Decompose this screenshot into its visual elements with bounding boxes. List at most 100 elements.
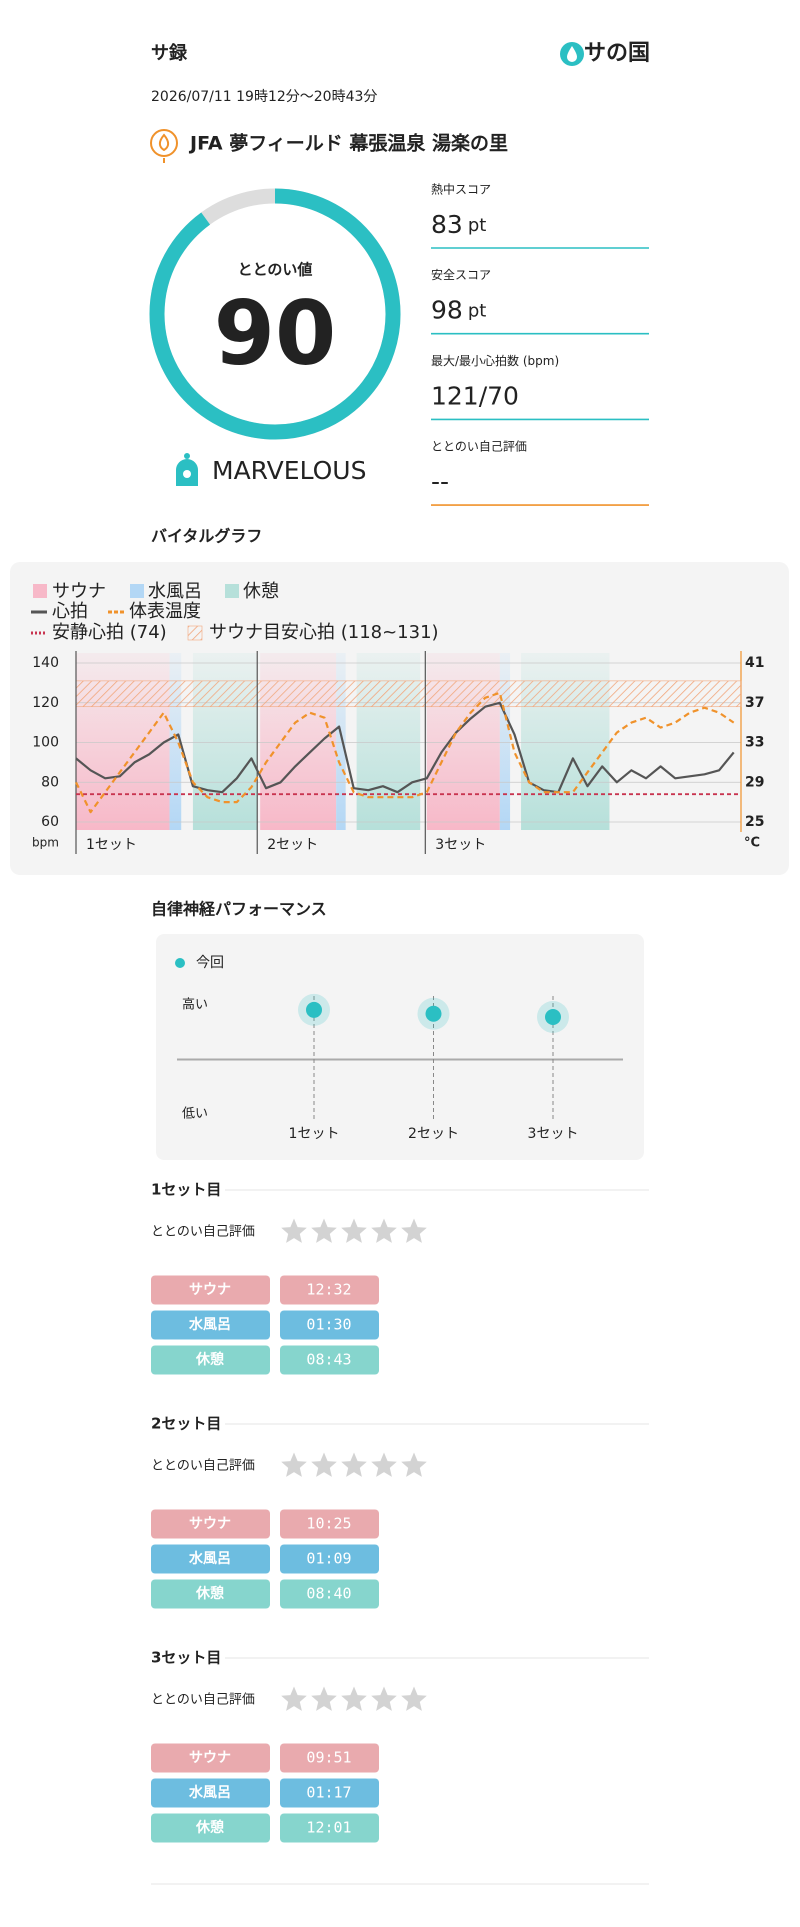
phase-box (151, 1579, 270, 1609)
rank-icon (176, 453, 198, 486)
venue-icon (150, 129, 178, 163)
legend-swatch (130, 584, 144, 598)
score-rank: MARVELOUS (212, 456, 366, 485)
metric-number: -- (431, 467, 449, 496)
metric-label: 最大/最小心拍数 (bpm) (431, 353, 559, 368)
phase-label: サウナ (189, 1750, 231, 1766)
phase-band (521, 653, 610, 830)
phase-label: サウナ (189, 1516, 231, 1532)
metric-label: 熱中スコア (431, 182, 491, 197)
phase-time: 09:51 (306, 1749, 351, 1767)
venue-icon-flame (158, 133, 170, 152)
rating-label: ととのい自己評価 (151, 1459, 255, 1474)
x-tick-label: 2セット (408, 1126, 459, 1142)
x-tick-label: 1セット (289, 1126, 340, 1142)
phase-label: 水風呂 (188, 1550, 231, 1567)
legend-label: 安静心拍 (74) (52, 622, 167, 643)
phase-band (499, 653, 511, 830)
temperature-line (75, 691, 735, 814)
y-tick-label: 120 (32, 695, 59, 711)
phase-time: 08:43 (306, 1351, 351, 1369)
page-title: サ録 (151, 42, 188, 64)
rating-star (341, 1686, 367, 1711)
rating-star (311, 1218, 337, 1243)
section-title: バイタルグラフ (151, 527, 262, 546)
phase-box (151, 1345, 270, 1375)
time-box (280, 1310, 379, 1340)
legend-label: 体表温度 (129, 601, 201, 622)
legend-swatch (225, 584, 239, 598)
set-title: 3セット目 (151, 1649, 221, 1667)
phase-box (151, 1743, 270, 1773)
y-tick-label: 低い (182, 1107, 208, 1122)
y-tick-label: 60 (41, 814, 59, 830)
time-box (280, 1778, 379, 1808)
legend-label: 心拍 (52, 601, 88, 622)
y2-tick-label: 37 (745, 695, 764, 711)
venue: JFA 夢フィールド 幕張温泉 湯楽の里 (188, 132, 508, 155)
y-tick-label: 140 (32, 655, 59, 671)
metric-number: 83 (431, 210, 463, 239)
phase-band (260, 653, 337, 830)
phase-label: 休憩 (195, 1351, 224, 1368)
phase-time: 10:25 (306, 1515, 351, 1533)
metric-value: 121/70 (431, 381, 519, 410)
y-tick-label: 100 (32, 735, 59, 751)
time-box (280, 1275, 379, 1305)
metric-number: 121/70 (431, 381, 519, 410)
point (425, 1005, 442, 1022)
rating-star (281, 1686, 307, 1711)
rating-star (341, 1218, 367, 1243)
metric-value: -- (431, 467, 449, 496)
phase-time: 01:09 (306, 1550, 351, 1568)
y2-tick-label: 33 (745, 735, 764, 751)
metric-unit: pt (468, 215, 486, 236)
phase-label: 水風呂 (188, 1784, 231, 1801)
logo[interactable]: サの国 (560, 41, 650, 66)
phase-band (76, 653, 170, 830)
vital-chart: 60 80 100 120 140 25 29 33 37 41 bpm °C 1セット 2セット 3セット… (31, 581, 764, 854)
legend-swatch (33, 584, 47, 598)
score-label: ととのい値 (238, 261, 313, 279)
datetime: 2026/07/11 19時12分～20時43分 (151, 89, 377, 105)
legend-label: サウナ目安心拍 (118~131) (209, 622, 439, 643)
rating-star (341, 1452, 367, 1477)
y2-tick-label: 29 (745, 774, 764, 790)
phase-band (192, 653, 258, 830)
legend-label: 休憩 (243, 581, 279, 602)
venue-icon-ring (150, 129, 178, 157)
metric-value: 98 pt (431, 296, 486, 325)
phase-label: 休憩 (195, 1819, 224, 1836)
point (306, 1001, 322, 1018)
phase-box (151, 1275, 270, 1305)
metric-unit: pt (468, 301, 486, 322)
rating-star (401, 1686, 427, 1711)
rating-star (401, 1452, 427, 1477)
y2-axis-label: °C (744, 836, 760, 851)
legend-label: サウナ (52, 581, 106, 602)
autonomic-panel (156, 934, 644, 1160)
rating-star (281, 1452, 307, 1477)
metric-label: 安全スコア (431, 268, 491, 282)
rating-star (311, 1686, 337, 1711)
time-box (280, 1509, 379, 1539)
logo-text: サの国 (584, 41, 650, 66)
phase-time: 01:30 (306, 1316, 351, 1334)
section-title: 自律神経パフォーマンス (151, 900, 327, 919)
rating-star (311, 1452, 337, 1477)
y-tick-label: 80 (41, 774, 59, 790)
phase-box (151, 1310, 270, 1340)
phase-label: 水風呂 (188, 1316, 231, 1333)
phase-label: 休憩 (195, 1585, 224, 1602)
phase-time: 12:01 (306, 1819, 351, 1837)
phase-time: 12:32 (306, 1281, 351, 1299)
rating-star (371, 1686, 397, 1711)
set-marker-label: 1セット (86, 837, 137, 853)
time-box (280, 1743, 379, 1773)
metric-number: 98 (431, 296, 463, 325)
phase-band (336, 653, 346, 830)
rating-label: ととのい自己評価 (151, 1225, 255, 1240)
